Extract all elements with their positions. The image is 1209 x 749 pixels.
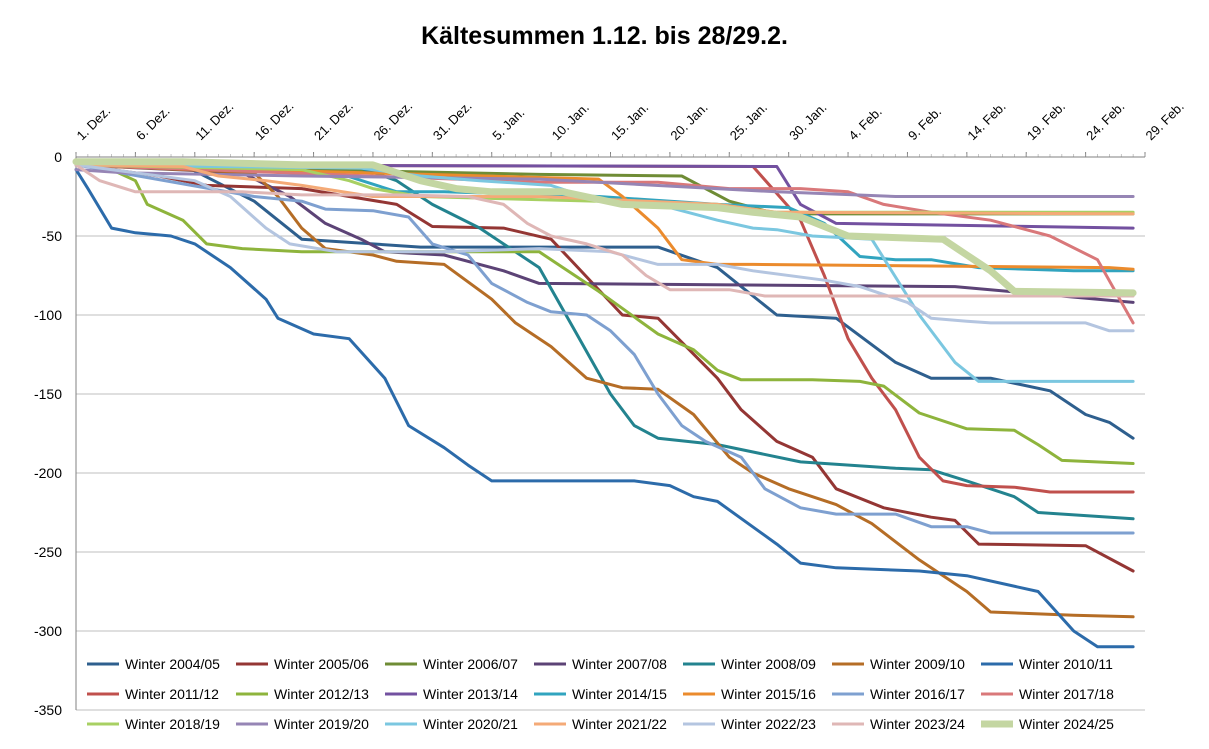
series-line-winter-2010-11 <box>74 168 1135 649</box>
legend-entry: Winter 2019/20 <box>274 716 369 732</box>
y-tick-label: -250 <box>34 544 62 560</box>
x-tick-label: 19. Feb. <box>1024 99 1068 143</box>
chart-title: Kältesummen 1.12. bis 28/29.2. <box>421 22 788 50</box>
x-tick-label: 30. Jan. <box>786 100 829 143</box>
legend-entry: Winter 2016/17 <box>870 686 965 702</box>
x-tick-label: 25. Jan. <box>727 100 770 143</box>
series-line-winter-2015-16 <box>74 163 1135 271</box>
x-tick-label: 4. Feb. <box>846 104 885 143</box>
y-tick-label: -150 <box>34 386 62 402</box>
legend-entry: Winter 2013/14 <box>423 686 518 702</box>
legend-entry: Winter 2007/08 <box>572 656 667 672</box>
series-line-winter-2012-13 <box>74 163 1135 465</box>
legend-entry: Winter 2014/15 <box>572 686 667 702</box>
series-line-winter-2023-24 <box>74 163 1135 298</box>
y-tick-label: -50 <box>42 228 62 244</box>
legend-entry: Winter 2006/07 <box>423 656 518 672</box>
series-line-winter-2008-09 <box>74 163 1135 521</box>
series-line-winter-2013-14 <box>74 163 1135 230</box>
legend-entry: Winter 2018/19 <box>125 716 220 732</box>
series-layer <box>72 158 1137 649</box>
legend-entry: Winter 2024/25 <box>1019 716 1114 732</box>
legend-entry: Winter 2022/23 <box>721 716 816 732</box>
legend-entry: Winter 2004/05 <box>125 656 220 672</box>
legend-entry: Winter 2010/11 <box>1019 656 1113 672</box>
legend-entry: Winter 2009/10 <box>870 656 965 672</box>
legend-entry: Winter 2023/24 <box>870 716 965 732</box>
x-tick-label: 26. Dez. <box>370 98 415 143</box>
x-tick-label: 1. Dez. <box>74 103 114 143</box>
series-line-winter-2004-05 <box>74 163 1135 440</box>
y-tick-label: -350 <box>34 702 62 718</box>
x-tick-label: 6. Dez. <box>133 103 173 143</box>
series-line-winter-2022-23 <box>74 163 1135 333</box>
series-line-winter-2019-20 <box>74 168 1135 198</box>
y-tick-label: -300 <box>34 623 62 639</box>
grid-layer <box>76 156 1145 711</box>
legend-entry: Winter 2012/13 <box>274 686 369 702</box>
y-tick-label: -200 <box>34 465 62 481</box>
x-tick-label: 16. Dez. <box>252 98 297 143</box>
series-line-winter-2024-25 <box>72 158 1137 297</box>
legend-entry: Winter 2021/22 <box>572 716 667 732</box>
x-tick-label: 21. Dez. <box>311 98 356 143</box>
y-tick-label: 0 <box>54 149 62 165</box>
x-tick-label: 11. Dez. <box>192 99 236 143</box>
series-line-winter-2009-10 <box>74 163 1135 619</box>
legend-entry: Winter 2005/06 <box>274 656 369 672</box>
y-tick-label: -100 <box>34 307 62 323</box>
x-tick-label: 24. Feb. <box>1083 99 1127 143</box>
x-tick-label: 29. Feb. <box>1143 99 1187 143</box>
series-line-winter-2016-17 <box>74 163 1135 535</box>
series-line-winter-2017-18 <box>74 163 1135 325</box>
x-tick-label: 31. Dez. <box>430 98 475 143</box>
x-tick-label: 14. Feb. <box>964 99 1008 143</box>
legend-entry: Winter 2017/18 <box>1019 686 1114 702</box>
legend: Winter 2004/05 Winter 2005/06 Winter 2006/… <box>87 656 1114 732</box>
legend-entry: Winter 2011/12 <box>125 686 219 702</box>
legend-entry: Winter 2020/21 <box>423 716 518 732</box>
x-tick-label: 20. Jan. <box>667 100 710 143</box>
x-tick-label: 5. Jan. <box>489 105 527 143</box>
legend-entry: Winter 2015/16 <box>721 686 816 702</box>
series-line-winter-2020-21 <box>74 163 1135 383</box>
legend-entry: Winter 2008/09 <box>721 656 816 672</box>
x-tick-label: 9. Feb. <box>905 104 944 143</box>
x-tick-label: 10. Jan. <box>549 100 592 143</box>
x-tick-label: 15. Jan. <box>608 100 651 143</box>
